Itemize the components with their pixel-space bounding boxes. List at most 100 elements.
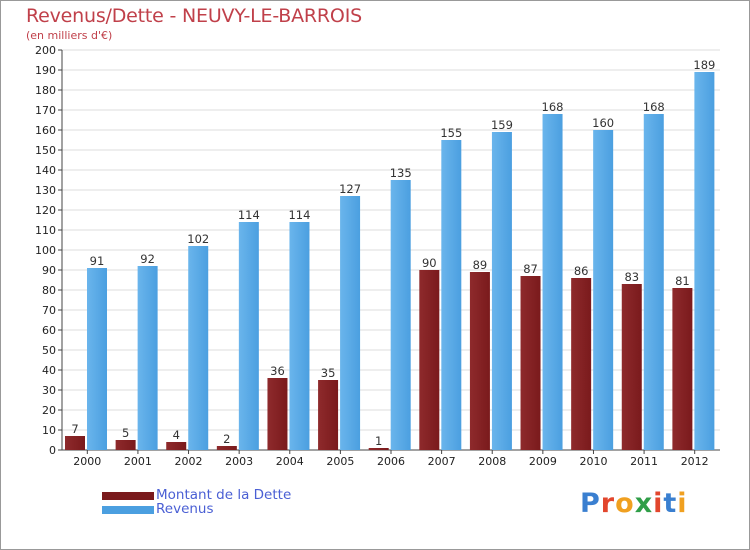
bar-revenue [694,72,715,450]
data-label-debt: 7 [71,422,78,436]
bar-revenue [542,114,563,450]
y-tick-label: 200 [35,44,56,57]
y-tick-label: 0 [49,444,56,457]
data-label-revenue: 168 [643,100,665,114]
bar-revenue [238,222,259,450]
bar-revenue [643,114,664,450]
y-tick-label: 50 [42,344,56,357]
chart-subtitle: (en milliers d'€) [26,29,113,42]
legend-swatch-revenue [102,506,154,514]
y-tick-label: 30 [42,384,56,397]
bar-debt [166,442,187,450]
y-tick-label: 90 [42,264,56,277]
bar-debt [621,284,642,450]
bar-debt [419,270,440,450]
bar-debt [469,272,490,450]
logo-letter: t [663,488,678,519]
proxiti-logo: Proxiti [580,488,688,519]
data-label-revenue: 92 [140,252,155,266]
bars [65,72,715,450]
data-label-revenue: 127 [339,182,361,196]
bar-debt [267,378,288,450]
y-tick-label: 180 [35,84,56,97]
y-tick-label: 190 [35,64,56,77]
logo-letter: r [600,488,616,519]
data-label-debt: 89 [473,258,488,272]
data-label-revenue: 189 [693,58,715,72]
bar-revenue [87,268,107,450]
y-tick-label: 70 [42,304,56,317]
bar-revenue [491,132,512,450]
data-label-debt: 83 [624,270,639,284]
y-tick-label: 140 [35,164,56,177]
y-tick-label: 60 [42,324,56,337]
y-tick-label: 130 [35,184,56,197]
x-tick-label: 2011 [630,455,658,468]
data-label-debt: 87 [523,262,538,276]
logo-letter: o [615,488,635,519]
x-tick-label: 2001 [124,455,152,468]
bar-debt [672,288,693,450]
data-label-revenue: 155 [440,126,462,140]
x-tick-label: 2000 [73,455,101,468]
bar-revenue [593,130,614,450]
bar-revenue [289,222,310,450]
data-label-debt: 1 [375,434,382,448]
x-tick-label: 2008 [478,455,506,468]
data-labels: 7 91 5 92 4 102 2 114 36 114 35 127 1 135 90 155 89 159 87… [71,58,715,448]
x-tick-label: 2006 [377,455,405,468]
axes: 0 10 20 30 40 50 60 70 80 90 100 110 120 130 140 150 160… [35,44,720,468]
data-label-revenue: 102 [187,232,209,246]
bar-debt [520,276,541,450]
y-tick-label: 40 [42,364,56,377]
bar-revenue [390,180,411,450]
bar-revenue [137,266,158,450]
bar-debt [368,448,389,450]
bar-revenue [441,140,462,450]
data-label-debt: 5 [122,426,129,440]
logo-letter: x [634,488,654,519]
x-tick-label: 2012 [681,455,709,468]
data-label-debt: 4 [173,428,180,442]
logo-letter: P [580,488,601,519]
legend-label-debt: Montant de la Dette [156,487,292,503]
data-label-revenue: 114 [238,208,260,222]
y-tick-label: 160 [35,124,56,137]
x-tick-label: 2004 [276,455,304,468]
y-tick-label: 150 [35,144,56,157]
logo-letter: i [677,488,688,519]
data-label-debt: 86 [574,264,589,278]
x-tick-label: 2009 [529,455,557,468]
data-label-revenue: 114 [288,208,310,222]
chart-title: Revenus/Dette - NEUVY-LE-BARROIS [26,5,362,27]
bar-debt [115,440,136,450]
y-tick-label: 10 [42,424,56,437]
y-tick-label: 120 [35,204,56,217]
data-label-debt: 2 [223,432,230,446]
logo-letter: i [653,488,664,519]
bar-debt [318,380,339,450]
x-tick-label: 2002 [175,455,203,468]
data-label-revenue: 135 [390,166,412,180]
x-tick-label: 2003 [225,455,253,468]
data-label-debt: 35 [321,366,336,380]
data-label-debt: 81 [675,274,690,288]
data-label-debt: 36 [270,364,285,378]
x-tick-label: 2005 [326,455,354,468]
bar-revenue [340,196,361,450]
data-label-debt: 90 [422,256,437,270]
x-tick-label: 2007 [428,455,456,468]
data-label-revenue: 168 [542,100,564,114]
bar-debt [216,446,237,450]
bar-revenue [188,246,209,450]
x-tick-label: 2010 [579,455,607,468]
y-tick-label: 110 [35,224,56,237]
bar-debt [65,436,85,450]
y-tick-label: 80 [42,284,56,297]
bar-debt [571,278,592,450]
legend-label-revenue: Revenus [156,501,214,517]
data-label-revenue: 159 [491,118,513,132]
y-tick-label: 100 [35,244,56,257]
